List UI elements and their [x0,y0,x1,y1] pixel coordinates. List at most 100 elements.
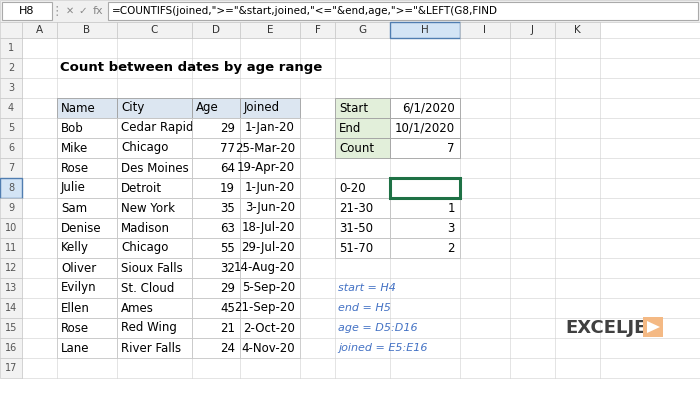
Bar [57,278,117,298]
Text: Chicago: Chicago [121,242,169,254]
Bar [57,298,117,318]
Text: Lane: Lane [61,342,90,354]
Bar [335,98,390,118]
Text: Ames: Ames [121,302,154,314]
Bar [0,278,22,298]
Text: 24: 24 [220,342,235,354]
Bar [240,318,300,338]
Bar [108,2,698,20]
Text: 15: 15 [5,323,18,333]
Bar [192,98,240,118]
Text: 64: 64 [220,162,235,174]
Text: 5: 5 [8,123,14,133]
Bar [0,198,22,218]
Bar [192,178,240,198]
Bar [335,138,390,158]
Text: Mike: Mike [61,142,88,154]
Bar [0,318,22,338]
Bar [0,98,22,118]
Text: 63: 63 [220,222,235,234]
Bar [335,178,390,198]
Bar [117,338,192,358]
Text: 21-Sep-20: 21-Sep-20 [234,302,295,314]
Bar [390,238,460,258]
Text: Oliver: Oliver [61,262,97,274]
Text: Rose: Rose [61,162,89,174]
Text: 21-30: 21-30 [339,202,373,214]
Text: 10/1/2020: 10/1/2020 [395,122,455,134]
Bar [390,98,460,118]
Bar [390,178,460,198]
Text: 18-Jul-20: 18-Jul-20 [241,222,295,234]
Bar [22,22,57,38]
Bar [335,238,390,258]
Text: Name: Name [61,102,96,114]
Bar [192,338,240,358]
Bar [192,258,240,278]
Bar [117,318,192,338]
Bar [57,238,117,258]
Bar [57,22,117,38]
Bar [390,198,460,218]
Bar [57,318,117,338]
Bar [0,78,22,98]
Bar [240,158,300,178]
Bar [117,198,192,218]
Bar [240,298,300,318]
Text: age = D5:D16: age = D5:D16 [338,323,418,333]
Bar [117,22,192,38]
Bar [117,158,192,178]
Bar [117,278,192,298]
Text: 16: 16 [5,343,17,353]
Text: 3: 3 [447,222,455,234]
Text: fx: fx [92,6,104,16]
Bar [117,178,192,198]
Text: F: F [314,25,321,35]
Text: 29: 29 [220,282,235,294]
Polygon shape [647,321,660,333]
Bar [390,118,460,138]
Bar [510,22,555,38]
Text: Detroit: Detroit [121,182,162,194]
Text: 17: 17 [5,363,18,373]
Bar [0,158,22,178]
Text: =COUNTIFS(joined,">="&start,joined,"<="&end,age,">="&LEFT(G8,FIND: =COUNTIFS(joined,">="&start,joined,"<="&… [112,6,498,16]
Bar [390,138,460,158]
Text: 14: 14 [5,303,17,313]
Text: 10: 10 [5,223,17,233]
Bar [335,22,390,38]
Bar [460,22,510,38]
Bar [57,138,117,158]
Bar [240,118,300,138]
Text: End: End [339,122,361,134]
Text: H8: H8 [20,6,35,16]
Bar [240,238,300,258]
Text: ✓: ✓ [78,6,88,16]
Text: Julie: Julie [61,182,86,194]
Text: EXCELJET: EXCELJET [565,319,659,337]
Bar [117,258,192,278]
Text: I: I [484,25,486,35]
Text: Cedar Rapid: Cedar Rapid [121,122,193,134]
Bar [335,198,390,218]
Text: A: A [36,25,43,35]
Bar [192,198,240,218]
Bar [57,338,117,358]
Bar [2,2,52,20]
Bar [57,98,117,118]
Text: Count between dates by age range: Count between dates by age range [60,62,322,74]
Text: end = H5: end = H5 [338,303,391,313]
Bar [57,158,117,178]
Text: H: H [421,25,429,35]
Text: 19: 19 [220,182,235,194]
Text: 9: 9 [8,203,14,213]
Text: Age: Age [196,102,218,114]
Bar [643,317,663,337]
Bar [240,218,300,238]
Bar [117,298,192,318]
Text: 12: 12 [5,263,18,273]
Text: 1-Jun-20: 1-Jun-20 [245,182,295,194]
Text: joined = E5:E16: joined = E5:E16 [338,343,428,353]
Text: 7: 7 [447,142,455,154]
Bar [0,218,22,238]
